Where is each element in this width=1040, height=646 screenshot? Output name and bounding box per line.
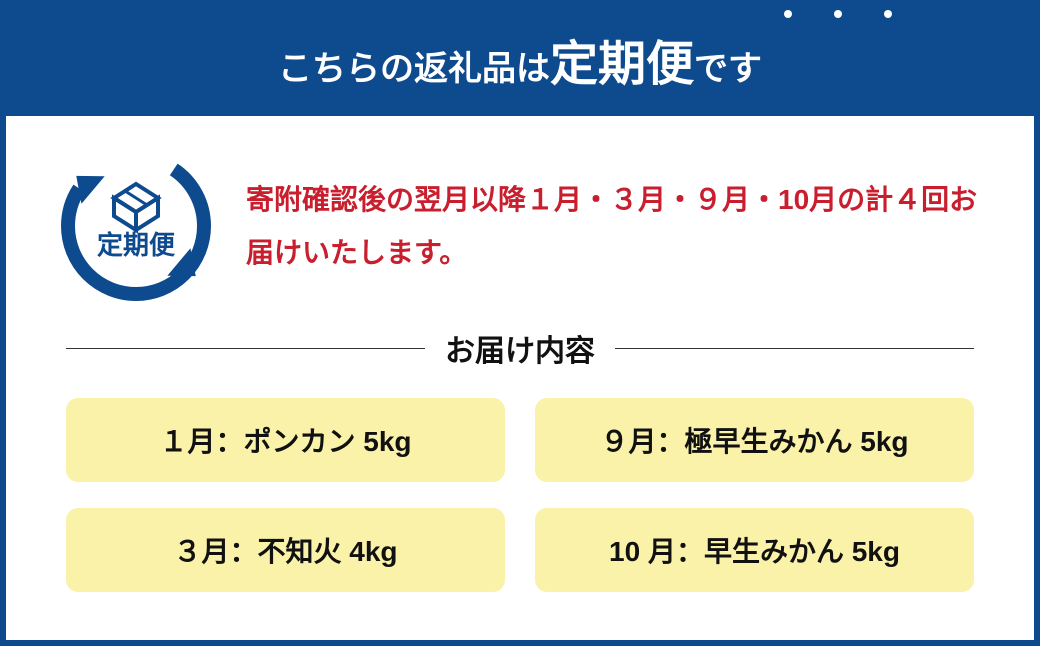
header-banner: こちらの返礼品は定期便です [6, 6, 1034, 116]
dot [784, 10, 792, 18]
emphasis-dots [784, 10, 892, 18]
delivery-title: お届け内容 [445, 326, 595, 370]
divider-right [615, 348, 974, 349]
dot [834, 10, 842, 18]
divider-left [66, 348, 425, 349]
dot [884, 10, 892, 18]
header-emphasis: 定期便 [550, 38, 694, 91]
info-row: 定期便 寄附確認後の翌月以降１月・３月・９月・10月の計４回お届けいたします。 [6, 116, 1034, 326]
info-text: 寄附確認後の翌月以降１月・３月・９月・10月の計４回お届けいたします。 [246, 173, 984, 279]
delivery-grid: １月：ポンカン 5kg ９月：極早生みかん 5kg ３月：不知火 4kg 10 … [66, 398, 974, 592]
header-suffix: です [694, 41, 762, 90]
delivery-item: 10 月：早生みかん 5kg [535, 508, 974, 592]
header-prefix: こちらの返礼品は [278, 41, 550, 90]
badge-label: 定期便 [97, 230, 176, 260]
delivery-section: お届け内容 １月：ポンカン 5kg ９月：極早生みかん 5kg ３月：不知火 4… [6, 326, 1034, 622]
delivery-title-row: お届け内容 [66, 326, 974, 370]
delivery-item: ９月：極早生みかん 5kg [535, 398, 974, 482]
subscription-badge: 定期便 [56, 146, 216, 306]
main-container: こちらの返礼品は定期便です 定期便 寄附確認後の翌月以降１月・３ [0, 0, 1040, 646]
delivery-item: ３月：不知火 4kg [66, 508, 505, 592]
badge-icon: 定期便 [56, 146, 216, 306]
delivery-item: １月：ポンカン 5kg [66, 398, 505, 482]
